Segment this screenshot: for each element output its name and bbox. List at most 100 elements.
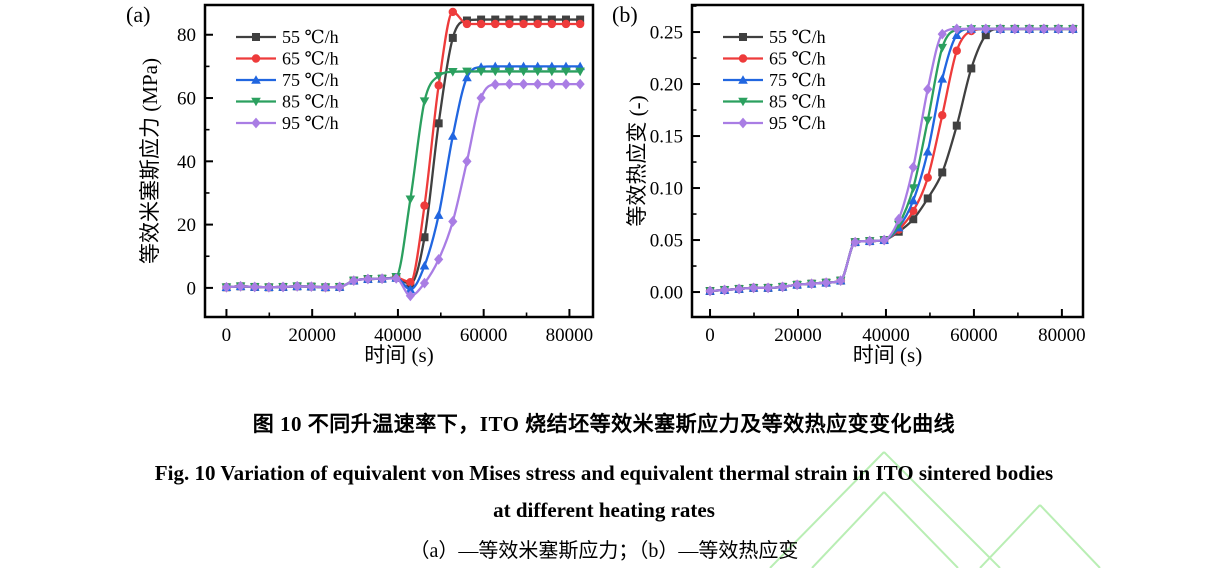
triangle-down-marker — [922, 116, 933, 126]
circle-marker — [738, 54, 748, 63]
series-95-h — [221, 78, 585, 302]
triangle-down-marker — [405, 195, 416, 205]
caption-en-title-2: at different heating rates — [493, 498, 715, 522]
diamond-marker — [763, 282, 773, 294]
series-line-75-h — [709, 27, 1073, 293]
diamond-marker — [937, 28, 947, 40]
legend-item-85-h: 85 ℃/h — [236, 92, 339, 112]
square-marker — [505, 15, 514, 24]
circle-marker — [420, 201, 429, 210]
series-line-75-h — [226, 65, 581, 291]
diamond-marker — [792, 279, 802, 291]
legend-item-85-h: 85 ℃/h — [723, 92, 826, 112]
legend-label: 55 ℃/h — [282, 27, 339, 47]
diamond-marker — [434, 254, 444, 265]
series-markers-85-h — [221, 67, 585, 293]
circle-marker — [476, 19, 486, 29]
diamond-marker — [320, 281, 331, 293]
diamond-marker — [836, 275, 846, 286]
x-tick-label: 20000 — [774, 325, 822, 346]
legend-item-55-h: 55 ℃/h — [723, 27, 826, 47]
diamond-marker — [518, 78, 529, 90]
triangle-down-marker — [561, 67, 571, 77]
triangle-up-marker — [448, 131, 458, 140]
diamond-marker — [778, 281, 788, 293]
charts-canvas: (a) 0 20000 40000 60000 80000 0 20 40 60 80 时间 (s) 等… — [126, 2, 1086, 367]
diamond-marker — [821, 277, 831, 289]
diamond-marker — [734, 283, 744, 295]
diamond-marker — [251, 117, 261, 129]
legend-item-95-h: 95 ℃/h — [236, 113, 339, 133]
triangle-down-marker — [448, 67, 458, 77]
triangle-up-marker — [738, 75, 748, 84]
diamond-marker — [966, 23, 976, 35]
x-axis-title: 时间 (s) — [853, 343, 922, 367]
circle-marker — [561, 19, 571, 29]
diamond-marker — [1024, 23, 1034, 35]
series-line-95-h — [709, 27, 1073, 293]
legend-label: 65 ℃/h — [282, 49, 339, 69]
caption-en-title: Fig. 10 Variation of equivalent von Mise… — [154, 461, 1054, 485]
triangle-down-marker — [462, 67, 472, 77]
triangle-down-marker — [547, 67, 557, 77]
circle-marker — [519, 19, 528, 29]
triangle-down-marker — [518, 67, 529, 77]
legend-label: 85 ℃/h — [282, 92, 339, 112]
legend-label: 95 ℃/h — [769, 113, 826, 133]
square-marker — [519, 15, 528, 24]
triangle-down-marker — [937, 43, 948, 53]
x-tick-label: 80000 — [546, 325, 594, 346]
series-85-h — [705, 25, 1078, 296]
circle-marker — [909, 206, 918, 216]
diamond-marker — [879, 234, 889, 246]
x-tick-label: 80000 — [1038, 325, 1086, 346]
circle-marker — [938, 111, 947, 120]
circle-marker — [448, 7, 458, 17]
diamond-marker — [377, 273, 387, 285]
diamond-marker — [235, 280, 246, 292]
diamond-marker — [952, 23, 962, 35]
triangle-up-marker — [251, 75, 261, 84]
square-marker — [981, 31, 990, 40]
legend-label: 85 ℃/h — [769, 92, 826, 112]
diamond-marker — [278, 281, 288, 293]
triangle-up-marker — [419, 260, 430, 270]
y-tick-label: 0.00 — [650, 283, 683, 304]
triangle-down-marker — [490, 67, 501, 77]
square-marker — [923, 194, 932, 203]
diamond-marker — [1039, 23, 1049, 35]
diamond-marker — [264, 281, 274, 293]
diamond-marker — [405, 290, 415, 302]
triangle-up-marker — [908, 195, 919, 205]
square-marker — [434, 119, 443, 128]
triangle-up-marker — [433, 210, 444, 219]
diamond-marker — [908, 161, 918, 173]
diamond-marker — [807, 278, 817, 290]
square-marker — [952, 121, 961, 130]
diamond-marker — [748, 282, 759, 294]
diamond-marker — [850, 236, 860, 248]
diamond-marker — [533, 78, 543, 90]
diamond-marker — [363, 273, 373, 285]
diamond-marker — [1010, 23, 1020, 35]
x-tick-label: 40000 — [862, 325, 910, 346]
legend-item-65-h: 65 ℃/h — [723, 49, 826, 69]
triangle-up-marker — [937, 74, 948, 83]
diamond-marker — [391, 272, 401, 284]
series-95-h — [705, 23, 1078, 297]
circle-marker — [575, 19, 585, 29]
circle-marker — [923, 173, 932, 182]
y-tick-label: 20 — [177, 215, 196, 236]
legend-label: 75 ℃/h — [769, 70, 826, 90]
legend-label: 55 ℃/h — [769, 27, 826, 47]
diamond-marker — [865, 235, 875, 247]
diamond-marker — [306, 281, 316, 293]
triangle-up-marker — [405, 284, 416, 294]
triangle-down-marker — [575, 67, 585, 77]
series-line-65-h — [709, 27, 1073, 293]
triangle-down-marker — [532, 67, 543, 77]
square-marker — [547, 15, 556, 24]
panel-label: (b) — [612, 2, 638, 27]
square-marker — [477, 15, 486, 24]
